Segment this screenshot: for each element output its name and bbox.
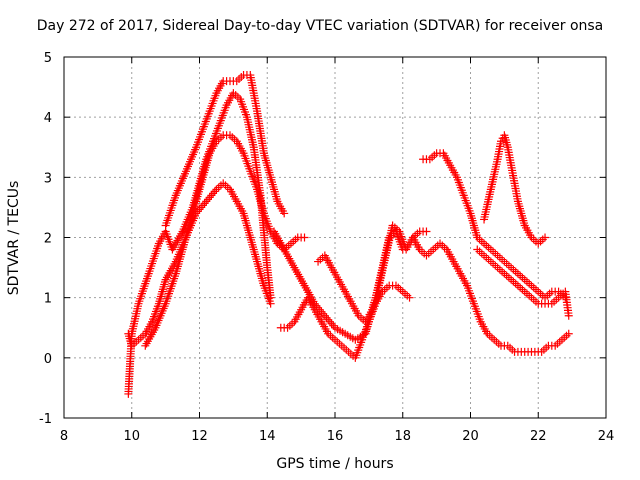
x-tick-label: 14 <box>259 429 276 444</box>
x-tick-label: 16 <box>327 429 344 444</box>
x-tick-label: 18 <box>394 429 411 444</box>
data-point <box>564 311 573 320</box>
data-point <box>310 299 319 308</box>
x-tick-label: 22 <box>530 429 547 444</box>
y-tick-label: 5 <box>44 51 52 66</box>
data-point <box>564 329 573 338</box>
data-point <box>329 321 338 330</box>
series-track-i <box>408 233 573 356</box>
data-point <box>405 293 414 302</box>
data-point <box>202 197 211 206</box>
y-tick-label: 4 <box>44 111 52 126</box>
series-track-a <box>124 179 275 350</box>
y-axis-ticks: -1 0 1 2 3 4 5 <box>39 51 606 427</box>
data-point <box>312 301 321 310</box>
y-axis-label: SDTVAR / TECUs <box>6 180 22 296</box>
data-markers <box>124 71 573 398</box>
data-point <box>195 205 204 214</box>
data-point <box>324 315 333 324</box>
x-tick-label: 20 <box>462 429 479 444</box>
data-point <box>280 209 289 218</box>
data-point <box>327 319 336 328</box>
data-point <box>200 199 209 208</box>
data-point <box>209 189 218 198</box>
data-point <box>320 311 329 320</box>
series-track-j <box>480 131 550 248</box>
data-point <box>325 317 334 326</box>
grid-lines <box>64 57 606 418</box>
y-tick-label: 0 <box>44 352 52 367</box>
data-point <box>319 309 328 318</box>
data-point <box>317 307 326 316</box>
series-track-k <box>473 245 573 320</box>
data-point <box>205 193 214 202</box>
x-tick-label: 24 <box>598 429 615 444</box>
x-axis-label: GPS time / hours <box>276 456 394 472</box>
y-tick-label: 3 <box>44 171 52 186</box>
x-axis-ticks: 8 10 12 14 16 18 20 22 24 <box>60 57 614 444</box>
data-point <box>203 195 212 204</box>
data-point <box>198 201 207 210</box>
x-tick-label: 8 <box>60 429 68 444</box>
data-point <box>315 305 324 314</box>
data-point <box>266 293 275 302</box>
data-point <box>322 313 331 322</box>
data-point <box>207 191 216 200</box>
data-point <box>210 187 219 196</box>
data-point <box>300 233 309 242</box>
data-point <box>197 203 206 212</box>
data-point <box>422 227 431 236</box>
y-tick-label: 1 <box>44 292 52 307</box>
series-track-c <box>141 131 309 350</box>
x-tick-label: 10 <box>123 429 140 444</box>
data-point <box>541 233 550 242</box>
series-track-d <box>161 71 289 230</box>
chart-title: Day 272 of 2017, Sidereal Day-to-day VTE… <box>36 18 604 34</box>
series-track-h <box>419 149 570 302</box>
x-tick-label: 12 <box>191 429 208 444</box>
data-point <box>314 303 323 312</box>
y-tick-label: 2 <box>44 232 52 247</box>
y-tick-label: -1 <box>39 412 52 427</box>
